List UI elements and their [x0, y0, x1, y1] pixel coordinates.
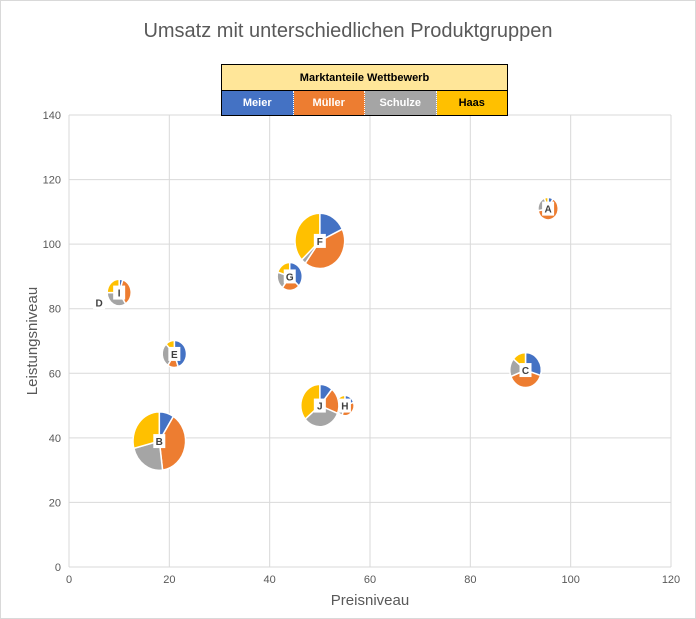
y-tick-label: 0 [55, 562, 61, 574]
bubble-label-bg-h [338, 398, 351, 413]
bubble-label-bg-c [519, 363, 532, 378]
y-tick-label: 80 [49, 304, 61, 316]
y-tick-label: 60 [49, 368, 61, 380]
y-tick-label: 120 [43, 175, 61, 187]
legend-box: Marktanteile Wettbewerb Meier Müller Sch… [221, 64, 508, 116]
x-tick-label: 100 [561, 574, 579, 586]
pie-slice-j-haas [300, 383, 321, 421]
y-tick-label: 40 [49, 433, 61, 445]
y-tick-label: 20 [49, 497, 61, 509]
bubble-label-j: J [317, 402, 323, 413]
x-tick-label: 40 [264, 574, 276, 586]
bubble-label-i: I [118, 289, 121, 300]
legend-row: Meier Müller Schulze Haas [222, 91, 507, 115]
bubble-label-bg-j [313, 398, 326, 413]
bubble-label-e: E [171, 350, 178, 361]
x-tick-label: 60 [364, 574, 376, 586]
legend-entry-haas: Haas [436, 91, 507, 115]
bubble-label-b: B [156, 437, 163, 448]
bubble-label-d: D [95, 298, 102, 309]
x-tick-label: 20 [163, 574, 175, 586]
chart-title: Umsatz mit unterschiedlichen Produktgrup… [143, 20, 553, 42]
pie-slice-f-mueller [304, 228, 346, 270]
x-tick-label: 80 [464, 574, 476, 586]
bubble-label-f: F [317, 237, 323, 248]
x-tick-label: 120 [662, 574, 680, 586]
bubble-label-bg-i [113, 285, 126, 300]
bubble-label-c: C [522, 366, 529, 377]
pie-slice-c-mueller [509, 369, 542, 389]
bubble-label-bg-b [153, 434, 166, 449]
legend-entry-mueller: Müller [293, 91, 365, 115]
y-tick-label: 100 [43, 239, 61, 251]
bubble-label-g: G [286, 272, 294, 283]
x-tick-label: 0 [66, 574, 72, 586]
bubble-label-bg-e [168, 346, 181, 361]
x-axis-title: Preisniveau [331, 592, 409, 609]
pie-slice-g-meier [288, 261, 303, 288]
bubble-label-bg-a [542, 201, 555, 216]
legend-entry-meier: Meier [222, 91, 294, 115]
pie-slice-b-schulze [132, 440, 164, 472]
bubble-label-bg-f [313, 233, 326, 248]
bubble-label-a: A [544, 205, 551, 216]
y-tick-label: 140 [43, 110, 61, 122]
legend-title: Marktanteile Wettbewerb [222, 65, 507, 91]
pie-slice-b-haas [132, 411, 161, 450]
pie-slice-b-mueller [158, 415, 187, 471]
bubble-label-bg-g [283, 269, 296, 284]
bubble-label-h: H [341, 402, 348, 413]
bubble-label-bg-d [93, 295, 106, 310]
pie-slice-j-schulze [304, 404, 339, 428]
legend-entry-schulze: Schulze [365, 91, 437, 115]
y-axis-title: Leistungsniveau [24, 287, 41, 395]
pie-slice-f-haas [294, 212, 321, 261]
